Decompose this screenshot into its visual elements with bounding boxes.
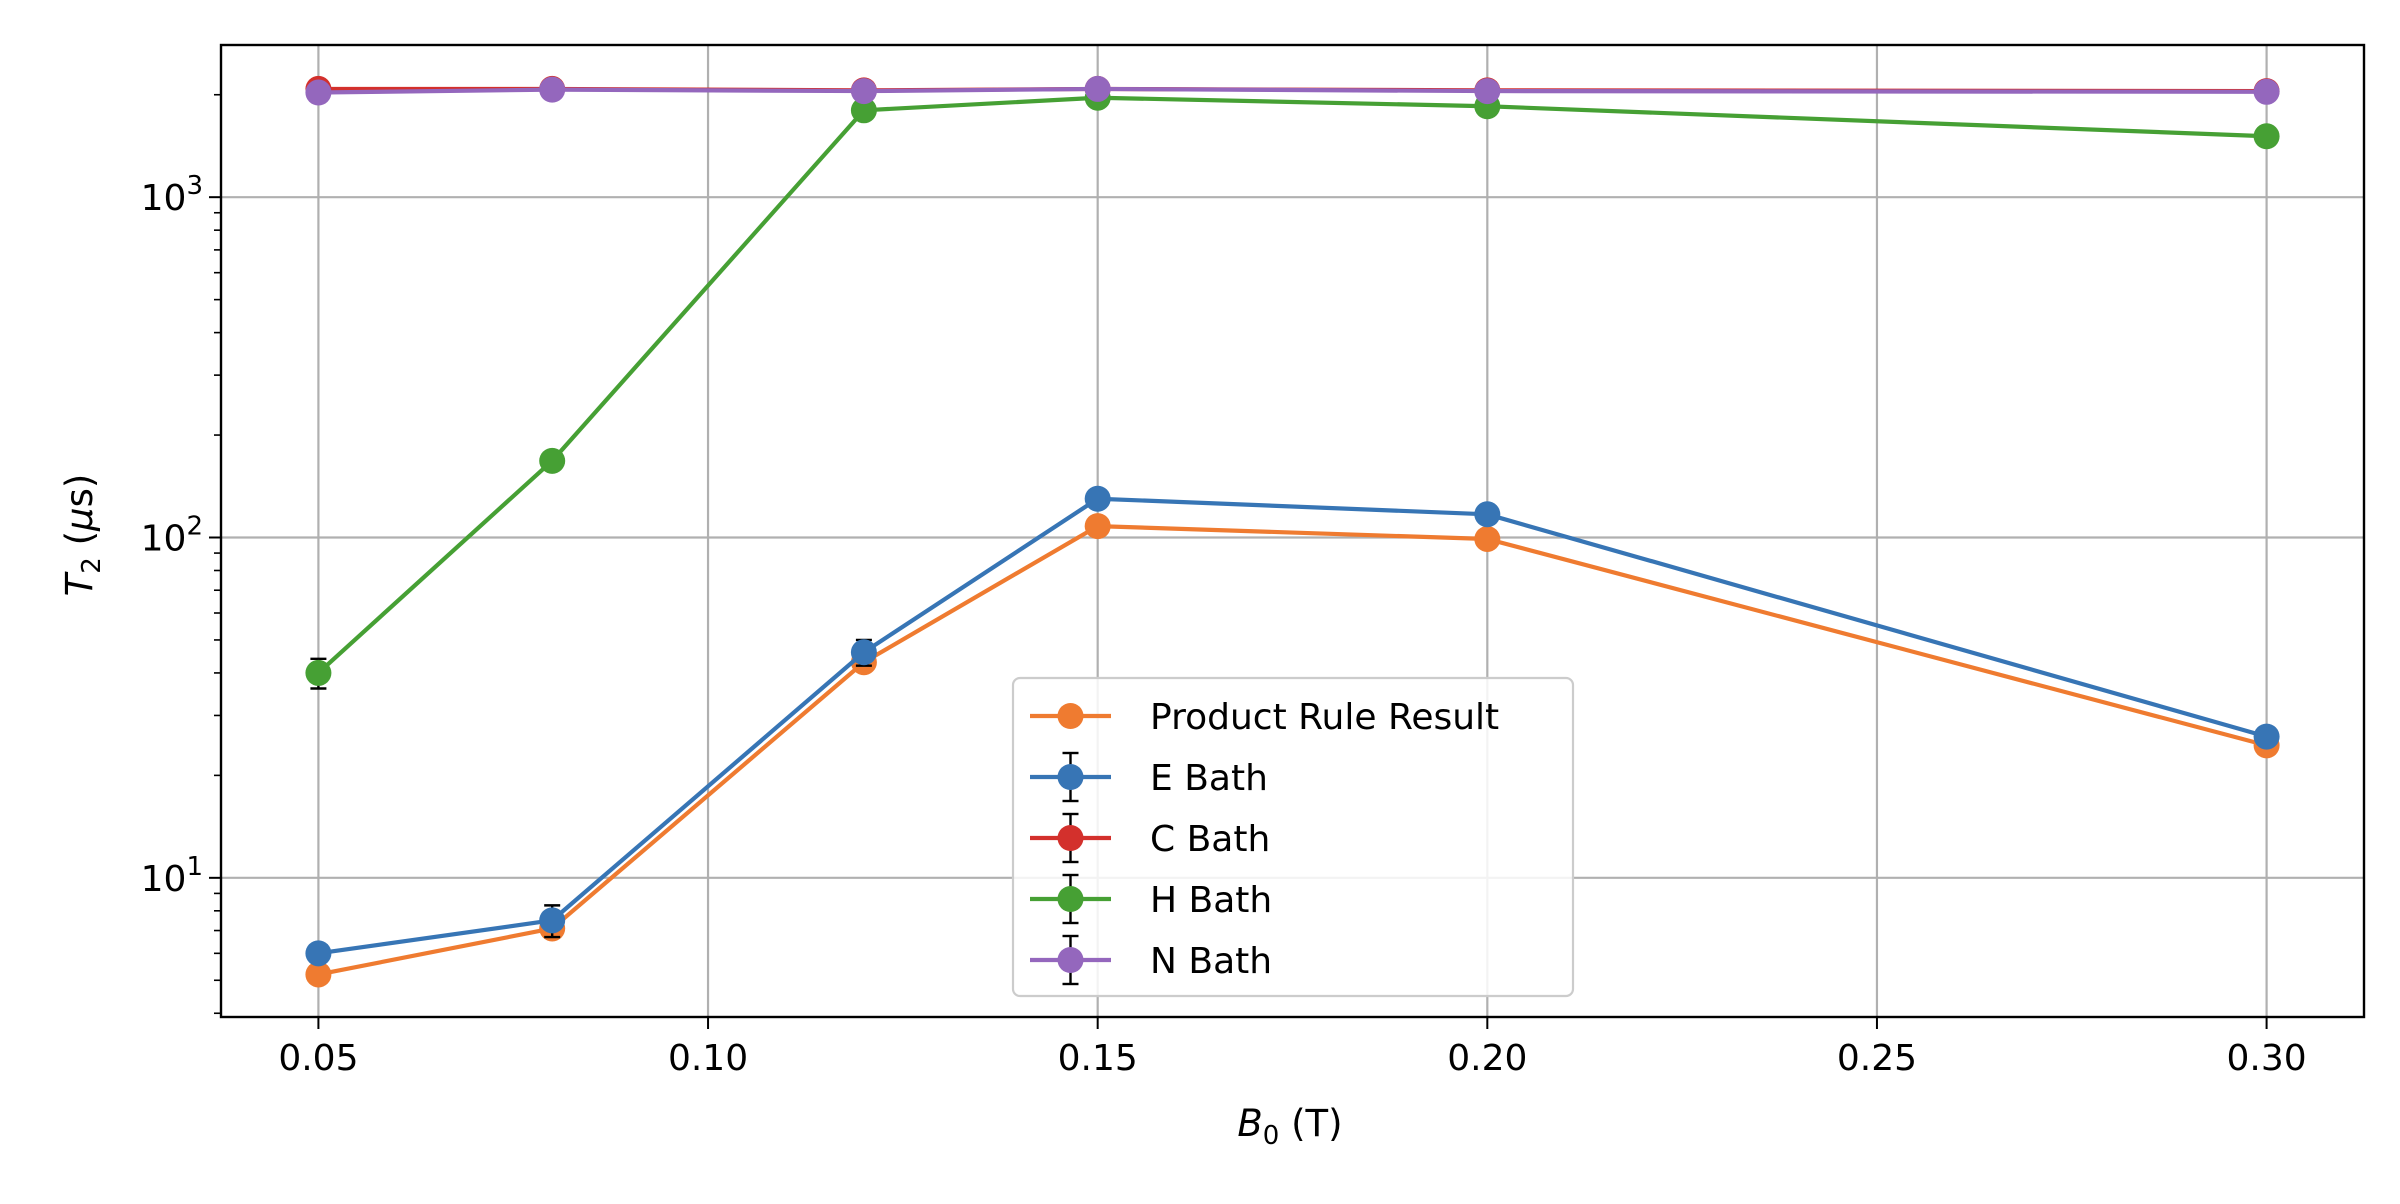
y-axis-label-sub: 2 [77, 557, 107, 574]
series-e-bath [305, 485, 2280, 967]
y-axis-label: T2 (μs) [58, 474, 107, 597]
data-point [539, 447, 566, 474]
series-line [318, 524, 2268, 977]
legend-label: Product Rule Result [1150, 697, 1499, 738]
data-point [1084, 513, 1111, 540]
legend-item: H Bath [1030, 873, 1272, 925]
series-layer [305, 75, 2280, 988]
y-axis-label-open: ( [58, 531, 101, 557]
legend-marker [1057, 886, 1084, 912]
legend-label: C Bath [1150, 819, 1270, 860]
legend-box [1011, 676, 1575, 998]
data-point [1474, 525, 1501, 552]
legend-label: H Bath [1150, 880, 1272, 921]
x-axis-label: B0 (T) [1237, 1102, 1342, 1151]
series-h-bath [305, 84, 2280, 690]
legend-item: C Bath [1030, 812, 1270, 864]
x-axis: 0.05 0.10 0.15 0.20 0.25 0.30 [278, 1017, 2307, 1079]
data-point [2253, 78, 2280, 105]
y-axis-label-main: T [58, 571, 101, 596]
y-tick-label: 101 [141, 852, 203, 900]
data-point [1084, 75, 1111, 102]
data-point [850, 78, 877, 105]
series-line [316, 95, 2267, 675]
y-tick-label: 103 [141, 171, 203, 219]
x-tick-label: 0.30 [2227, 1038, 2307, 1079]
legend-marker [1057, 764, 1084, 790]
legend-marker [1057, 703, 1084, 729]
legend-item: N Bath [1030, 934, 1272, 986]
x-axis-label-main: B [1237, 1102, 1262, 1145]
data-point [1474, 501, 1501, 528]
legend-items: Product Rule Result E Bath C Bath H Bath N B… [1030, 697, 1499, 986]
data-point [2253, 123, 2280, 150]
data-point [2253, 723, 2280, 750]
legend-label: N Bath [1150, 941, 1272, 982]
x-axis-label-unit: (T) [1279, 1102, 1342, 1145]
legend-marker [1057, 947, 1084, 973]
data-point [305, 659, 332, 686]
y-axis-label-mu: μ [58, 507, 101, 532]
data-point [539, 907, 566, 934]
y-axis: 101 102 103 [141, 171, 221, 900]
data-point [1474, 78, 1501, 105]
x-tick-label: 0.15 [1058, 1038, 1138, 1079]
x-axis-label-sub: 0 [1263, 1121, 1280, 1151]
legend-item: E Bath [1030, 751, 1268, 803]
legend-label: E Bath [1150, 758, 1268, 799]
y-tick-label: 102 [141, 512, 203, 560]
data-point [850, 639, 877, 666]
plot-frame [219, 43, 2366, 1019]
x-tick-label: 0.25 [1837, 1038, 1917, 1079]
series-line [318, 86, 2267, 95]
series-n-bath [305, 75, 2280, 106]
data-point [305, 79, 332, 106]
data-point [305, 940, 332, 967]
legend-item: Product Rule Result [1030, 697, 1499, 738]
legend-marker [1057, 825, 1084, 851]
data-point [850, 97, 877, 124]
legend: Product Rule Result E Bath C Bath H Bath N B… [1011, 676, 1575, 998]
x-tick-label: 0.05 [278, 1038, 358, 1079]
series-line [318, 496, 2268, 956]
y-axis-label-close: s) [58, 474, 101, 508]
x-tick-label: 0.10 [668, 1038, 748, 1079]
x-tick-label: 0.20 [1447, 1038, 1527, 1079]
data-point [305, 961, 332, 988]
data-point [539, 76, 566, 103]
data-point [1084, 485, 1111, 512]
